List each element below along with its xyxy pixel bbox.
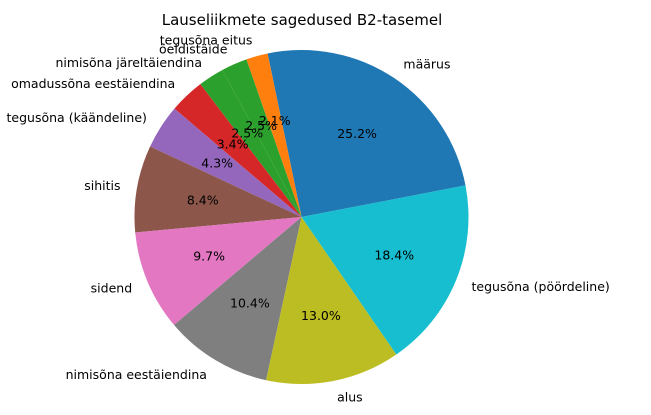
- slice-label: öeldistäide: [159, 41, 228, 56]
- slice-label: nimisõna eestäiendina: [66, 367, 207, 382]
- pie-slice: [246, 53, 302, 218]
- slice-percent-label: 4.3%: [201, 155, 233, 170]
- slice-label: määrus: [403, 57, 450, 72]
- slice-label: tegusõna (käändeline): [7, 110, 147, 125]
- slice-label: tegusõna eitus: [160, 32, 253, 47]
- pie-slice: [134, 146, 302, 233]
- pie-slice: [150, 108, 302, 217]
- pie-slice: [200, 69, 302, 217]
- slice-label: omadussõna eestäiendina: [11, 76, 175, 91]
- slice-percent-label: 2.5%: [231, 125, 263, 140]
- pie-slice: [266, 217, 397, 385]
- pie-slice: [174, 84, 302, 217]
- pie-slice: [222, 59, 302, 217]
- pie-slice: [267, 50, 466, 217]
- slice-percent-label: 8.4%: [187, 192, 219, 207]
- slice-label: nimisõna järeltäiendina: [55, 55, 202, 70]
- slice-percent-label: 25.2%: [337, 126, 377, 141]
- pie-slice: [135, 217, 302, 325]
- chart-title: Lauseliikmete sagedused B2-tasemel: [162, 11, 443, 29]
- slice-percent-label: 13.0%: [301, 308, 341, 323]
- slice-label: tegusõna (pöördeline): [472, 279, 610, 294]
- pie-slices: [134, 50, 469, 385]
- slice-percent-label: 2.5%: [245, 118, 277, 133]
- pie-slice: [174, 217, 302, 381]
- slice-percent-label: 18.4%: [374, 247, 414, 262]
- slice-label: sidend: [91, 281, 132, 296]
- slice-label: sihitis: [84, 178, 120, 193]
- slice-label: alus: [337, 390, 363, 405]
- slice-percent-label: 10.4%: [230, 295, 270, 310]
- slice-percent-label: 3.4%: [217, 137, 249, 152]
- pie-slice: [301, 185, 469, 355]
- slice-percent-label: 9.7%: [193, 248, 225, 263]
- pie-labels: määrus 25.2% tegusõna eitus 2.1% öeldistäide…: [7, 32, 610, 404]
- slice-percent-label: 2.1%: [259, 113, 291, 128]
